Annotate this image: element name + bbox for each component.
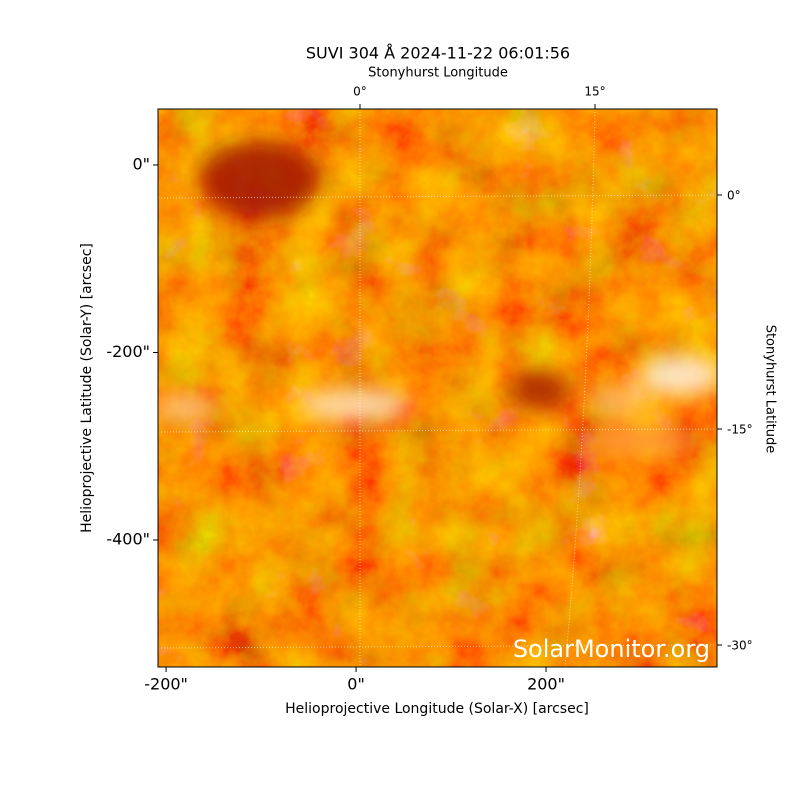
x-tick-label: 0" xyxy=(347,675,365,694)
x-tick-label: -200" xyxy=(144,675,188,694)
grid-line xyxy=(158,644,717,649)
axes-frame xyxy=(157,108,718,668)
grid-line xyxy=(158,194,717,199)
solar-image xyxy=(158,109,717,667)
top-tick-label: 0° xyxy=(353,85,367,99)
chart-title: SUVI 304 Å 2024-11-22 06:01:56 xyxy=(306,44,570,63)
right-tick-label: -30° xyxy=(727,639,753,653)
y-tick-label: -400" xyxy=(106,529,150,548)
top-axis-label: Stonyhurst Longitude xyxy=(368,66,508,81)
x-axis-label: Helioprojective Longitude (Solar-X) [arc… xyxy=(285,701,589,717)
x-tick-label: 200" xyxy=(527,675,565,694)
top-tick-label: 15° xyxy=(584,85,605,99)
y-tick-label: 0" xyxy=(132,154,150,173)
y-axis-label: Helioprojective Latitude (Solar-Y) [arcs… xyxy=(79,243,95,533)
right-tick-label: 0° xyxy=(727,189,741,203)
grid-line xyxy=(158,428,717,433)
y-tick-label: -200" xyxy=(106,342,150,361)
watermark: SolarMonitor.org xyxy=(513,635,710,663)
right-axis-label: Stonyhurst Latitude xyxy=(763,325,778,454)
right-tick-label: -15° xyxy=(727,423,753,437)
